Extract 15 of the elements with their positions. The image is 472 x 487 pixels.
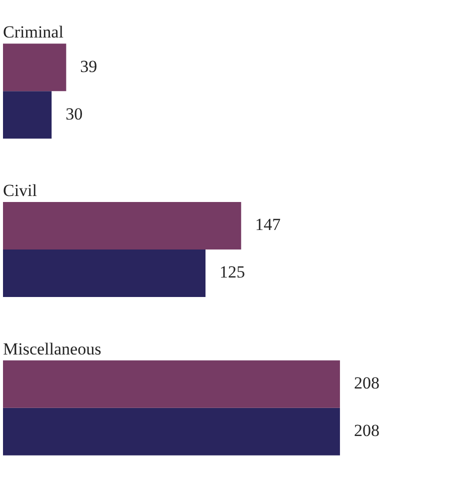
data-label: 30 <box>66 104 83 124</box>
data-label: 147 <box>255 215 282 234</box>
data-label: 125 <box>220 262 245 282</box>
bar <box>3 202 242 250</box>
y-tick-label: Civil <box>3 180 38 200</box>
data-label: 208 <box>354 421 380 440</box>
data-label: 208 <box>354 374 380 393</box>
bar <box>3 360 340 408</box>
bar <box>3 91 52 139</box>
bar <box>3 408 340 456</box>
bar <box>3 250 206 297</box>
y-tick-label: Criminal <box>3 22 64 42</box>
y-tick-label: Miscellaneous <box>3 339 102 358</box>
bar <box>3 44 66 92</box>
data-label: 39 <box>80 56 98 76</box>
